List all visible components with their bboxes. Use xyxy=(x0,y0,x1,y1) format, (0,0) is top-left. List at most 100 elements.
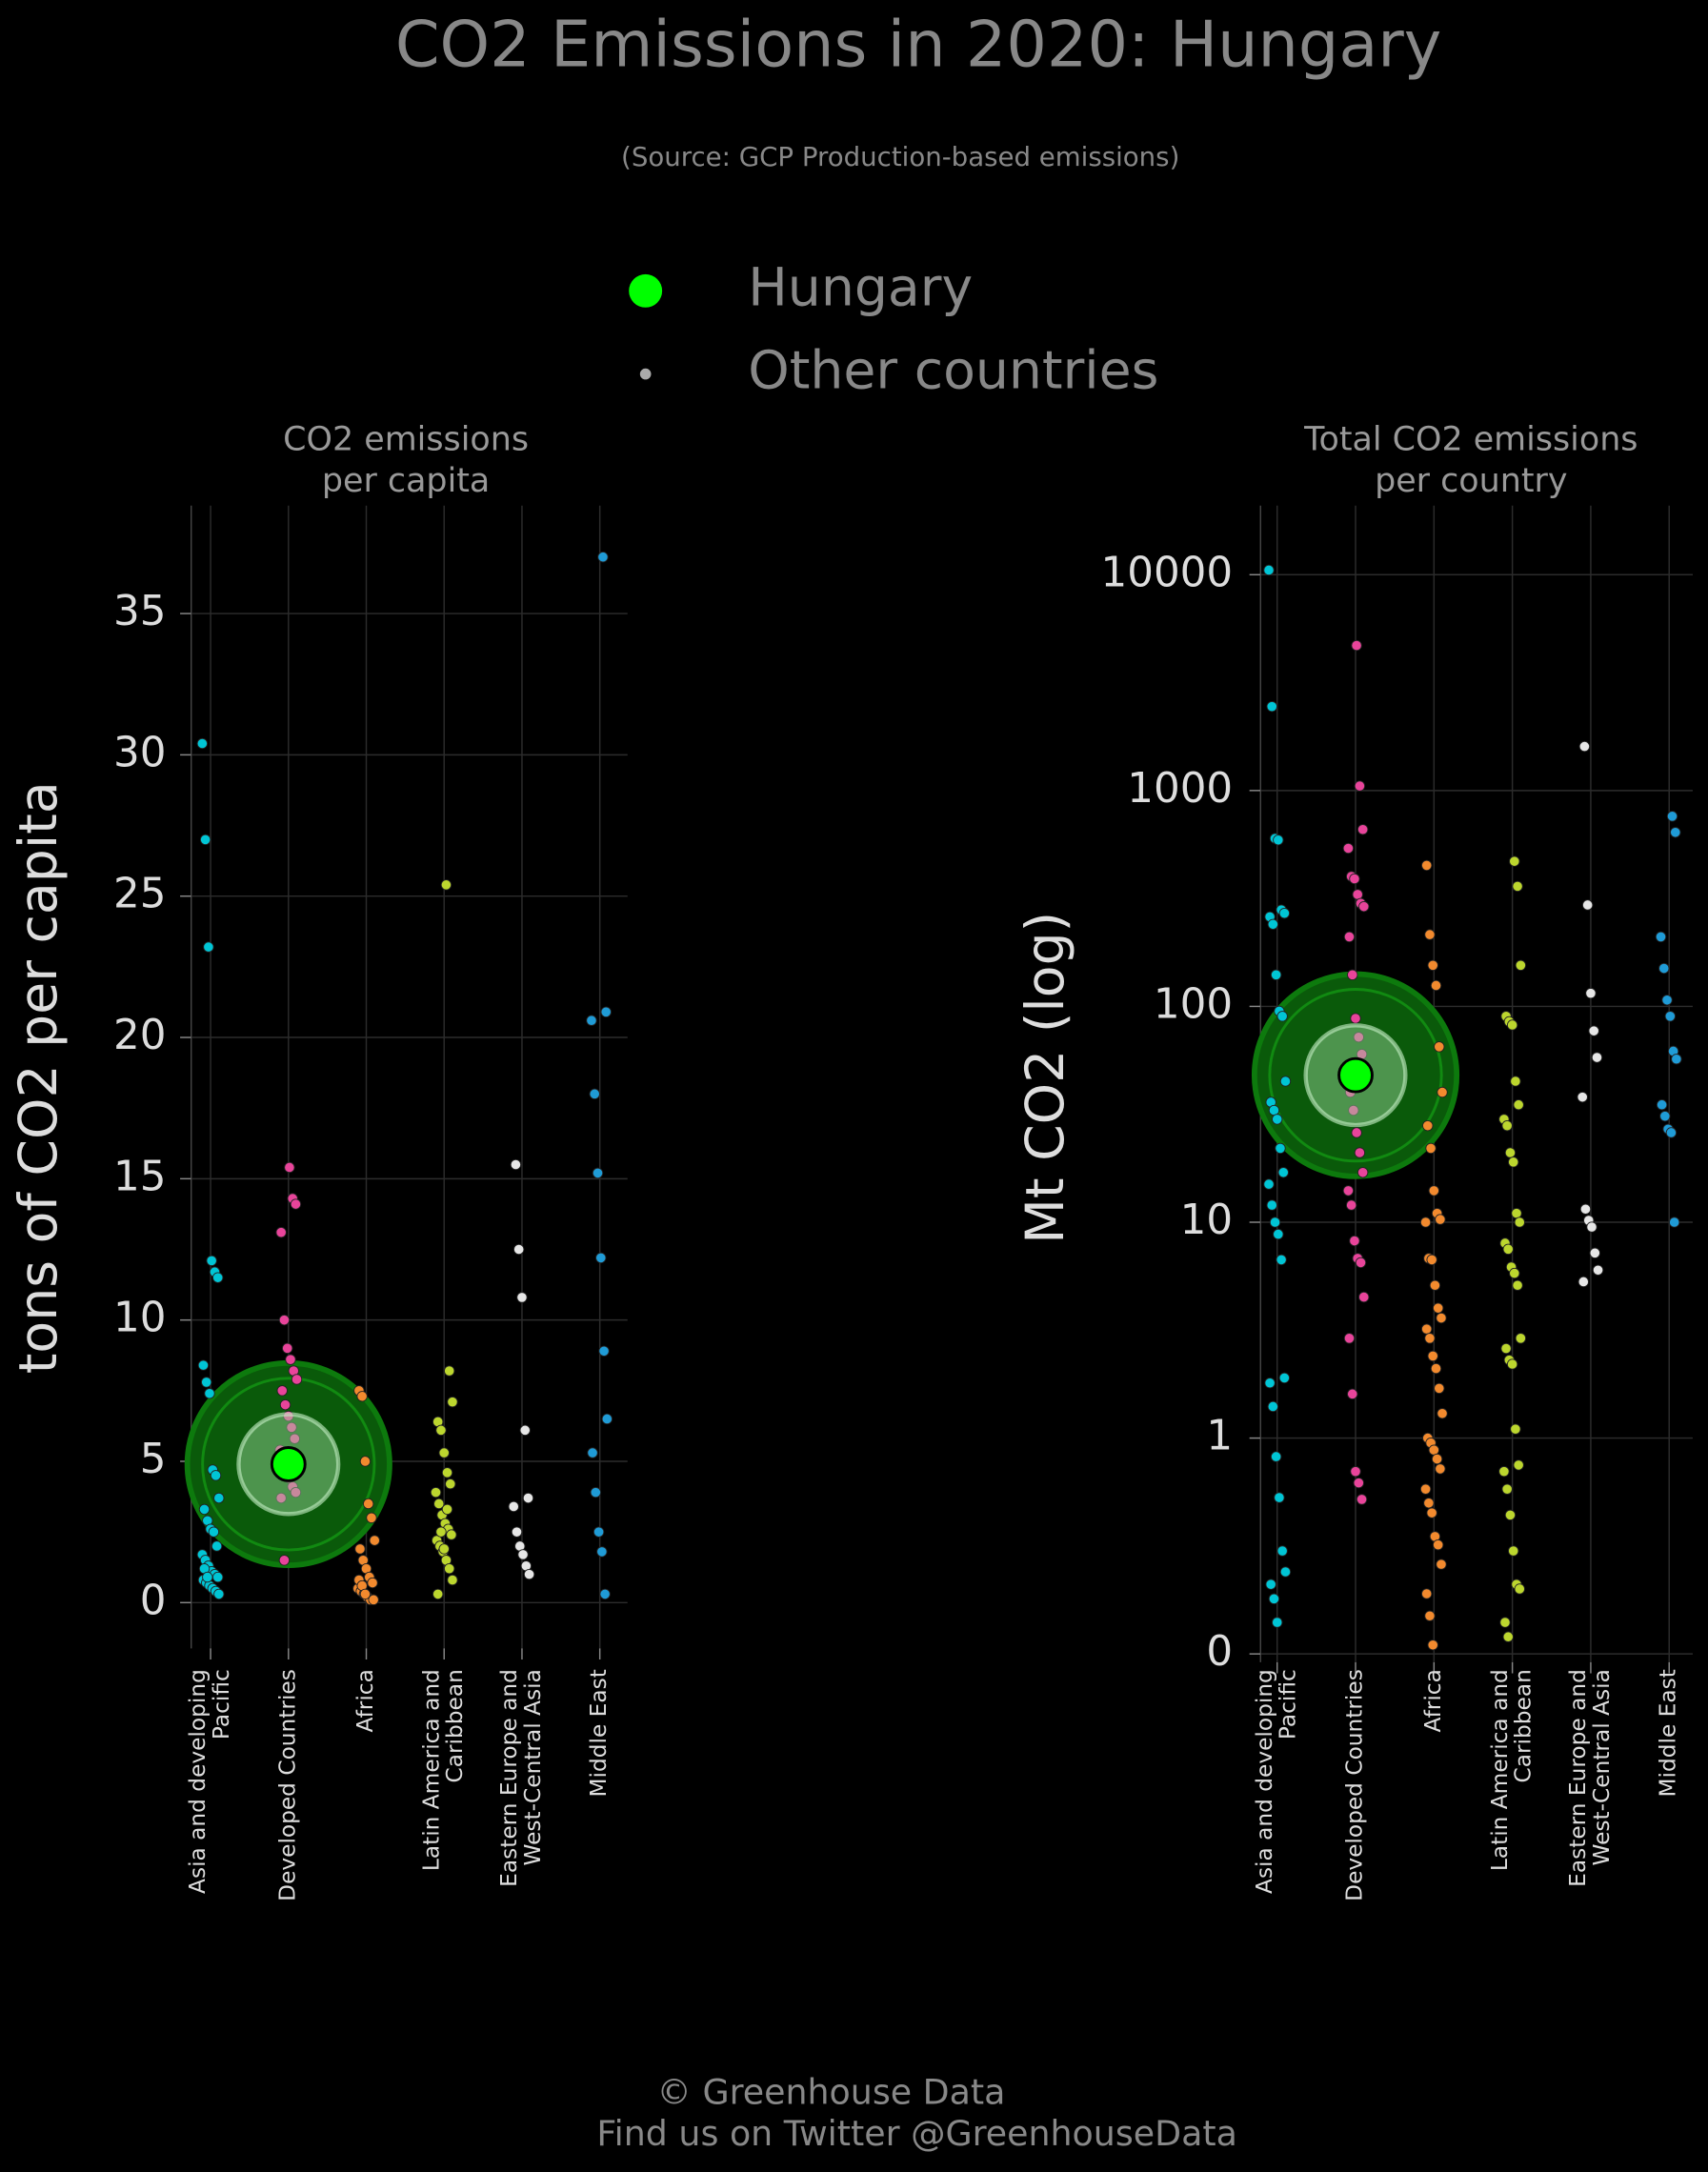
data-point xyxy=(202,1571,213,1583)
data-point xyxy=(359,1456,372,1467)
x-tick-label: Developed Countries xyxy=(274,1669,300,1901)
data-point xyxy=(599,1588,611,1600)
y-tick-label: 1 xyxy=(1206,1413,1233,1460)
y-tick-label: 15 xyxy=(113,1153,167,1200)
data-point xyxy=(1666,811,1678,822)
data-point xyxy=(1423,1498,1435,1509)
data-point xyxy=(1513,1459,1524,1471)
data-point xyxy=(1276,1011,1288,1022)
data-point xyxy=(1588,1025,1599,1036)
data-point xyxy=(289,1433,301,1444)
data-point xyxy=(1433,1302,1444,1314)
data-point xyxy=(598,1345,610,1357)
data-point xyxy=(1670,827,1681,838)
data-point xyxy=(1511,1207,1522,1219)
data-point xyxy=(276,1385,288,1397)
data-point xyxy=(199,834,211,846)
data-point xyxy=(1436,1312,1447,1324)
panel-title: Total CO2 emissions xyxy=(1303,420,1638,458)
data-point xyxy=(597,552,609,563)
x-tick-label: Caribbean xyxy=(442,1669,468,1782)
data-point xyxy=(1512,1279,1523,1291)
highlight-point xyxy=(270,1446,307,1482)
data-point xyxy=(1509,855,1520,867)
footer: © Greenhouse Data xyxy=(657,2072,1006,2113)
data-point xyxy=(363,1498,374,1510)
footer: Find us on Twitter @GreenhouseData xyxy=(596,2113,1236,2154)
data-point xyxy=(517,1549,529,1560)
data-point xyxy=(1430,1362,1442,1375)
data-point xyxy=(1266,701,1277,713)
data-point xyxy=(1506,1019,1518,1031)
data-point xyxy=(1421,1588,1433,1599)
data-point xyxy=(1435,1463,1446,1475)
x-tick-label: Latin America and xyxy=(1487,1669,1513,1871)
x-tick-label: Latin America and xyxy=(418,1669,444,1871)
data-point xyxy=(1265,1579,1276,1590)
data-point xyxy=(1278,1372,1291,1384)
data-point xyxy=(1273,835,1284,846)
y-tick-label: 10 xyxy=(113,1295,167,1342)
data-point xyxy=(367,1577,378,1589)
data-point xyxy=(1277,1167,1289,1178)
data-point xyxy=(435,1526,447,1538)
y-tick-label: 5 xyxy=(140,1436,167,1483)
data-point xyxy=(1585,988,1597,999)
data-point xyxy=(1577,1276,1589,1288)
chart-subtitle: (Source: GCP Production-based emissions) xyxy=(621,141,1179,172)
data-point xyxy=(445,1478,456,1490)
data-point xyxy=(1272,1114,1283,1125)
data-point xyxy=(435,1424,447,1437)
data-point xyxy=(206,1255,217,1267)
data-point xyxy=(1353,1032,1364,1043)
data-point xyxy=(1343,1333,1356,1344)
data-point xyxy=(290,1198,302,1210)
data-point xyxy=(586,1015,597,1026)
panel-title: per capita xyxy=(322,462,490,500)
x-tick-label: Pacific xyxy=(209,1669,234,1740)
data-point xyxy=(1579,1203,1592,1215)
data-point xyxy=(290,1486,302,1498)
x-tick-label: Pacific xyxy=(1276,1669,1301,1740)
data-point xyxy=(440,879,452,891)
data-point xyxy=(444,1365,455,1377)
data-point xyxy=(1350,1013,1361,1024)
data-point xyxy=(1508,1156,1519,1168)
data-point xyxy=(1269,1217,1281,1228)
data-point xyxy=(1581,899,1594,911)
data-point xyxy=(1424,929,1436,940)
data-point xyxy=(1510,1076,1521,1087)
data-point xyxy=(275,1492,287,1504)
data-point xyxy=(1351,639,1362,652)
data-point xyxy=(1500,1342,1512,1355)
data-point xyxy=(1512,880,1523,893)
data-point xyxy=(196,737,209,750)
data-point xyxy=(601,1413,613,1425)
data-point xyxy=(213,1492,225,1504)
x-tick-label: Eastern Europe and xyxy=(1565,1669,1591,1887)
data-point xyxy=(1437,1408,1448,1419)
x-tick-label: Eastern Europe and xyxy=(496,1669,522,1887)
data-point xyxy=(1279,1566,1292,1578)
y-tick-label: 0 xyxy=(1206,1628,1233,1676)
data-point xyxy=(510,1158,522,1171)
data-point xyxy=(444,1563,455,1575)
data-point xyxy=(1426,1507,1437,1518)
data-point xyxy=(208,1526,220,1538)
data-point xyxy=(282,1342,293,1354)
y-tick-label: 10 xyxy=(1180,1197,1233,1244)
data-point xyxy=(198,1503,211,1516)
data-point xyxy=(1498,1466,1510,1478)
data-point xyxy=(432,1588,444,1600)
data-point xyxy=(1356,1167,1369,1178)
data-point xyxy=(1430,979,1442,992)
data-point xyxy=(1419,1483,1432,1495)
data-point xyxy=(1354,1147,1366,1158)
data-point xyxy=(1348,1104,1359,1116)
data-point xyxy=(587,1447,598,1458)
legend-marker xyxy=(629,273,663,308)
data-point xyxy=(1268,1104,1280,1116)
x-tick-label: West-Central Asia xyxy=(1589,1669,1615,1865)
data-point xyxy=(278,1314,291,1326)
